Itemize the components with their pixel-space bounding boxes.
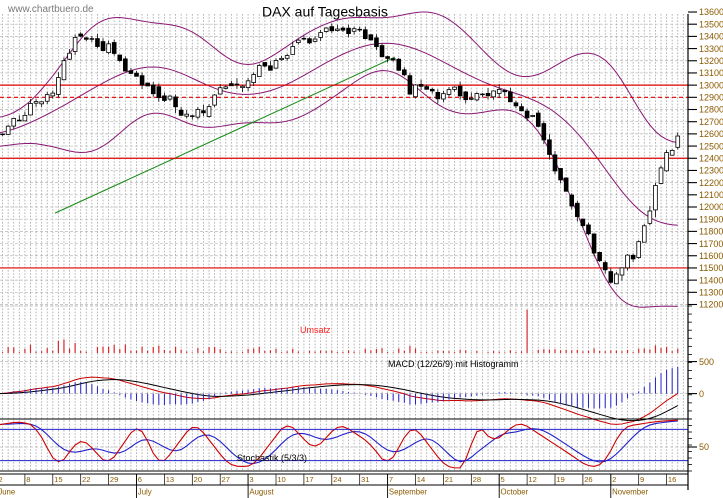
svg-text:11300: 11300 [699,288,723,298]
svg-text:11200: 11200 [699,300,723,310]
svg-text:26: 26 [584,475,592,484]
svg-text:21: 21 [445,475,453,484]
svg-text:20: 20 [194,475,202,484]
svg-text:22: 22 [82,475,90,484]
svg-text:12200: 12200 [699,178,723,188]
svg-text:Umsatz: Umsatz [300,325,331,335]
svg-text:31: 31 [361,475,369,484]
svg-text:11500: 11500 [699,263,723,273]
svg-text:13100: 13100 [699,68,723,78]
svg-text:5: 5 [501,475,505,484]
svg-text:11400: 11400 [699,275,723,285]
svg-text:October: October [501,488,529,497]
svg-text:12400: 12400 [699,153,723,163]
svg-text:13200: 13200 [699,56,723,66]
svg-text:12000: 12000 [699,202,723,212]
svg-text:DAX auf Tagesbasis: DAX auf Tagesbasis [262,4,388,20]
svg-text:2: 2 [612,475,616,484]
svg-text:28: 28 [473,475,481,484]
svg-text:August: August [249,488,274,497]
svg-text:10: 10 [277,475,285,484]
svg-text:13600: 13600 [699,7,723,17]
svg-text:12700: 12700 [699,117,723,127]
svg-text:8: 8 [26,475,30,484]
svg-text:24: 24 [333,475,341,484]
svg-text:3: 3 [249,475,253,484]
svg-text:11800: 11800 [699,227,723,237]
svg-text:11700: 11700 [699,239,723,249]
svg-text:19: 19 [556,475,564,484]
svg-text:12800: 12800 [699,105,723,115]
svg-text:13000: 13000 [699,80,723,90]
svg-text:16: 16 [668,475,676,484]
svg-text:12300: 12300 [699,166,723,176]
svg-text:11600: 11600 [699,251,723,261]
svg-text:9: 9 [640,475,644,484]
svg-text:12100: 12100 [699,190,723,200]
svg-text:July: July [138,488,152,497]
svg-text:50: 50 [699,442,709,452]
svg-text:11900: 11900 [699,214,723,224]
svg-text:12600: 12600 [699,129,723,139]
svg-text:0: 0 [699,389,704,399]
svg-text:7: 7 [389,475,393,484]
svg-text:13500: 13500 [699,19,723,29]
svg-text:500: 500 [699,357,714,367]
svg-text:13400: 13400 [699,32,723,42]
svg-text:17: 17 [305,475,313,484]
svg-text:12: 12 [528,475,536,484]
svg-text:13: 13 [166,475,174,484]
svg-text:12500: 12500 [699,141,723,151]
svg-text:Stochastik (5/3/3): Stochastik (5/3/3) [237,453,307,463]
svg-text:2: 2 [0,475,3,484]
svg-text:12900: 12900 [699,93,723,103]
svg-text:November: November [612,488,648,497]
svg-text:6: 6 [138,475,142,484]
svg-text:29: 29 [110,475,118,484]
svg-text:www.chartbuero.de: www.chartbuero.de [7,4,94,15]
svg-text:27: 27 [222,475,230,484]
svg-text:MACD (12/26/9) mit Histogramm: MACD (12/26/9) mit Histogramm [388,359,519,369]
svg-text:13300: 13300 [699,44,723,54]
svg-text:June: June [0,488,15,497]
svg-text:15: 15 [54,475,62,484]
svg-text:14: 14 [417,475,425,484]
svg-text:September: September [389,488,428,497]
